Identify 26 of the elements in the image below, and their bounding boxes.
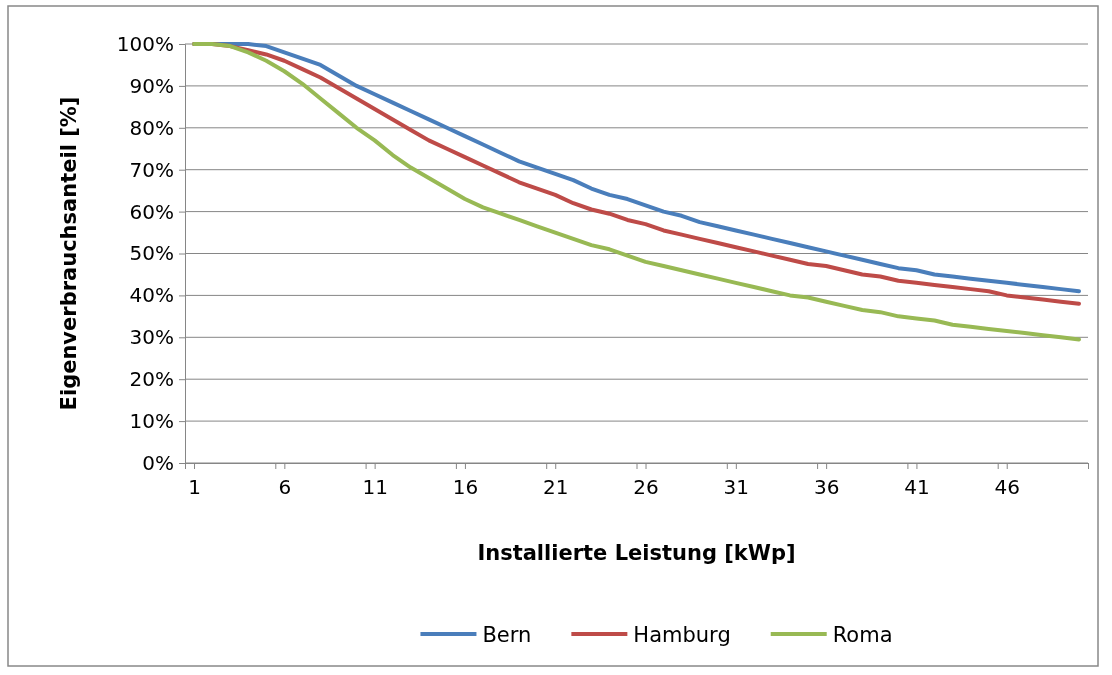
y-tick-label: 100% — [116, 31, 174, 56]
x-tick-label: 26 — [633, 475, 659, 499]
y-tick-label: 80% — [129, 115, 174, 140]
x-tick-label: 1 — [188, 475, 201, 499]
x-tick-label: 6 — [278, 475, 292, 499]
y-tick-label: 90% — [129, 73, 174, 98]
x-tick-label: 21 — [543, 475, 569, 499]
y-tick-label: 0% — [142, 450, 174, 475]
x-tick-label: 11 — [362, 475, 388, 499]
x-tick-label: 31 — [723, 475, 750, 499]
y-axis-title: Eigenverbrauchsanteil [%] — [57, 96, 81, 411]
x-tick-label: 46 — [994, 475, 1020, 499]
x-tick-label: 16 — [452, 475, 479, 499]
legend-label: Bern — [482, 623, 532, 647]
y-tick-label: 60% — [129, 199, 174, 224]
y-tick-label: 30% — [129, 325, 174, 350]
x-tick-label: 36 — [813, 475, 840, 499]
y-tick-label: 20% — [129, 367, 174, 392]
legend-label: Roma — [832, 623, 893, 647]
y-tick-label: 50% — [129, 241, 174, 266]
y-tick-label: 10% — [129, 409, 174, 433]
y-tick-label: 40% — [129, 283, 174, 308]
x-axis-title: Installierte Leistung [kWp] — [477, 541, 796, 565]
x-tick-label: 41 — [904, 475, 930, 499]
legend-label: Hamburg — [633, 623, 731, 647]
y-tick-label: 70% — [129, 157, 174, 182]
